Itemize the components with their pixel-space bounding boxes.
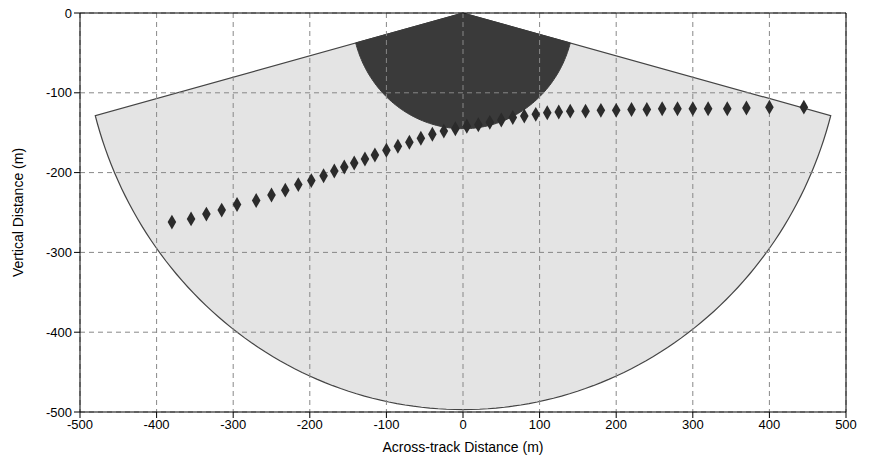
- svg-text:-300: -300: [220, 417, 246, 432]
- svg-text:-400: -400: [46, 325, 72, 340]
- svg-text:400: 400: [759, 417, 781, 432]
- svg-text:500: 500: [835, 417, 857, 432]
- svg-text:0: 0: [459, 417, 466, 432]
- svg-text:200: 200: [605, 417, 627, 432]
- svg-text:-100: -100: [373, 417, 399, 432]
- svg-text:-400: -400: [144, 417, 170, 432]
- svg-text:-500: -500: [46, 405, 72, 420]
- svg-text:-200: -200: [46, 165, 72, 180]
- svg-text:100: 100: [529, 417, 551, 432]
- svg-text:Across-track Distance (m): Across-track Distance (m): [382, 439, 543, 455]
- svg-text:300: 300: [682, 417, 704, 432]
- svg-text:0: 0: [65, 6, 72, 21]
- svg-text:Vertical Distance (m): Vertical Distance (m): [10, 148, 26, 277]
- svg-text:-500: -500: [67, 417, 93, 433]
- svg-text:-100: -100: [46, 85, 72, 100]
- svg-text:-300: -300: [46, 245, 72, 260]
- svg-text:-200: -200: [297, 417, 323, 432]
